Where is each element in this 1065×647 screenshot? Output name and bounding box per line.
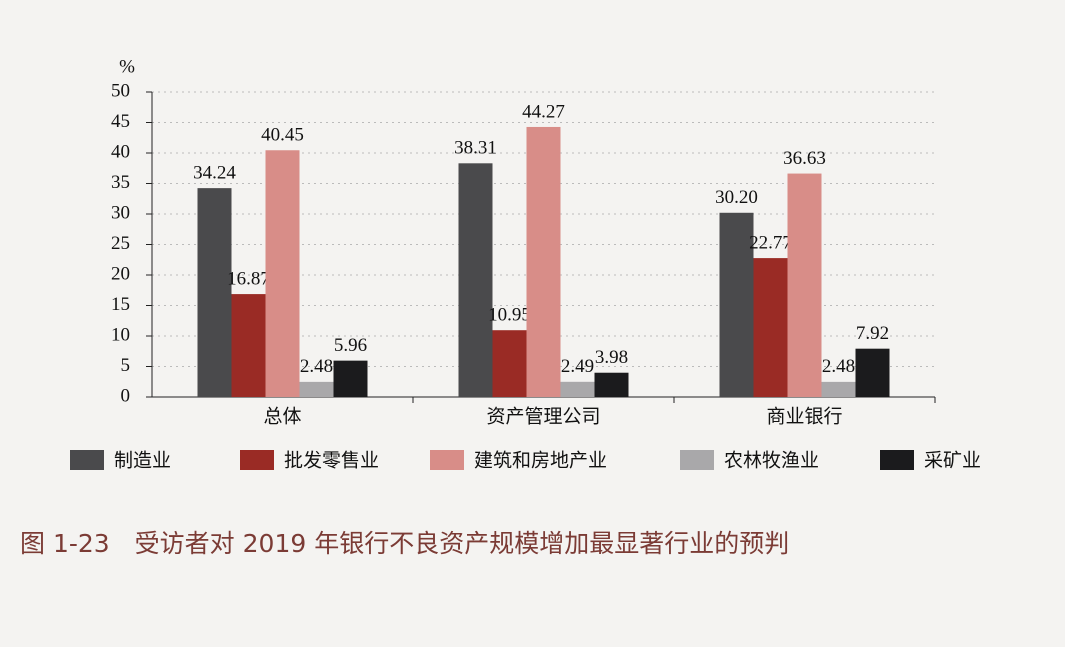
y-tick-label: 15 [111, 294, 130, 315]
data-label: 30.20 [715, 187, 758, 208]
y-tick-label: 20 [111, 263, 130, 284]
legend-swatch [430, 450, 464, 470]
legend-swatch [70, 450, 104, 470]
legend-swatch [240, 450, 274, 470]
bar [753, 258, 788, 397]
legend-swatch [880, 450, 914, 470]
data-label: 10.95 [488, 305, 531, 326]
legend-swatch [680, 450, 714, 470]
legend-label: 建筑和房地产业 [474, 450, 607, 472]
data-label: 7.92 [856, 323, 889, 344]
y-tick-label: 30 [111, 202, 130, 223]
y-axis-label: % [119, 56, 135, 77]
bar [821, 381, 856, 397]
bar [299, 381, 334, 397]
x-tick-label: 总体 [263, 406, 301, 428]
data-label: 5.96 [334, 335, 367, 356]
y-tick-label: 5 [121, 355, 131, 376]
bar [560, 381, 595, 397]
data-label: 2.48 [300, 356, 333, 377]
data-label: 22.77 [749, 232, 792, 253]
legend-label: 农林牧渔业 [724, 450, 819, 472]
data-label: 38.31 [454, 138, 497, 159]
y-tick-label: 35 [111, 172, 130, 193]
x-tick-label: 资产管理公司 [486, 406, 600, 428]
y-tick-label: 10 [111, 324, 130, 345]
bar [458, 163, 493, 397]
y-tick-label: 25 [111, 233, 130, 254]
legend-label: 制造业 [114, 450, 171, 472]
data-label: 36.63 [783, 148, 826, 169]
bar [231, 294, 266, 397]
data-label: 34.24 [193, 162, 236, 183]
bar [265, 150, 300, 397]
bar [594, 372, 629, 397]
data-label: 16.87 [227, 268, 270, 289]
data-label: 44.27 [522, 101, 565, 122]
x-tick-label: 商业银行 [766, 406, 842, 428]
data-label: 2.49 [561, 356, 594, 377]
bar [855, 348, 890, 397]
bar [719, 212, 754, 397]
y-tick-label: 0 [121, 385, 131, 406]
legend-label: 采矿业 [924, 450, 981, 472]
y-tick-label: 45 [111, 111, 130, 132]
legend-label: 批发零售业 [284, 450, 379, 472]
data-label: 3.98 [595, 347, 628, 368]
bar [333, 360, 368, 397]
bar [787, 173, 822, 397]
bar [526, 126, 561, 397]
data-label: 2.48 [822, 356, 855, 377]
y-tick-label: 40 [111, 141, 130, 162]
y-tick-label: 50 [111, 80, 130, 101]
bar [492, 330, 527, 397]
data-label: 40.45 [261, 125, 304, 146]
bar [197, 188, 232, 397]
chart-title: 图 1-23 受访者对 2019 年银行不良资产规模增加最显著行业的预判 [20, 529, 789, 558]
